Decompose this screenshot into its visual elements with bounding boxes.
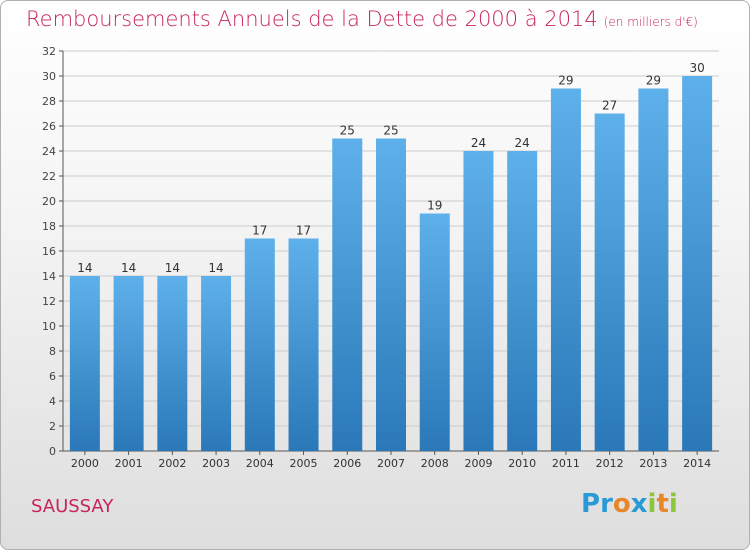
value-label: 24 (471, 136, 486, 150)
x-tick-label: 2004 (246, 457, 274, 470)
bar (201, 276, 232, 451)
bar (113, 276, 144, 451)
value-label: 14 (77, 261, 92, 275)
y-tick-label: 32 (42, 45, 56, 58)
logo-letter: x (630, 489, 648, 519)
bar (419, 213, 450, 451)
bar (157, 276, 188, 451)
value-label: 27 (602, 99, 617, 113)
bar (594, 113, 625, 451)
y-tick-label: 16 (42, 245, 56, 258)
bars (69, 76, 713, 451)
value-label: 14 (165, 261, 180, 275)
logo-letter: P (581, 489, 601, 519)
value-label: 14 (121, 261, 136, 275)
title-text: Remboursements Annuels de la Dette de 20… (26, 7, 598, 31)
value-labels: 14 14 14 14 17 17 25 25 19 24 24 29 27 29 30 (77, 61, 705, 275)
y-tick-label: 8 (49, 345, 56, 358)
x-tick-label: 2006 (333, 457, 361, 470)
proxiti-logo: Proxiti (581, 489, 678, 519)
x-tick-label: 2010 (508, 457, 536, 470)
value-label: 17 (252, 224, 267, 238)
bar (288, 238, 319, 451)
y-tick-label: 4 (49, 395, 56, 408)
logo-letter: r (600, 489, 613, 519)
value-label: 29 (558, 74, 573, 88)
x-tick-label: 2007 (377, 457, 405, 470)
value-label: 24 (515, 136, 530, 150)
x-tick-label: 2009 (464, 457, 492, 470)
value-label: 14 (208, 261, 223, 275)
x-tick-label: 2008 (421, 457, 449, 470)
x-tick-label: 2001 (115, 457, 143, 470)
y-tick-label: 30 (42, 70, 56, 83)
x-tick-label: 2000 (71, 457, 99, 470)
logo-letter: i (668, 489, 678, 519)
y-tick-label: 14 (42, 270, 56, 283)
value-label: 30 (689, 61, 704, 75)
y-tick-label: 28 (42, 95, 56, 108)
x-tick-label: 2011 (552, 457, 580, 470)
x-tick-label: 2012 (596, 457, 624, 470)
x-tick-label: 2003 (202, 457, 230, 470)
value-label: 29 (646, 74, 661, 88)
x-tick-label: 2014 (683, 457, 711, 470)
bar (638, 88, 669, 451)
y-tick-label: 22 (42, 170, 56, 183)
y-tick-label: 2 (49, 420, 56, 433)
x-tick-labels: 2000 2001 2002 2003 2004 2005 2006 2007 2008 2009… (71, 457, 711, 470)
bar (376, 138, 406, 451)
value-label: 25 (340, 124, 355, 138)
value-label: 19 (427, 199, 442, 213)
y-tick-label: 6 (49, 370, 56, 383)
bar (550, 88, 581, 451)
bar (507, 151, 538, 451)
x-tick-label: 2005 (290, 457, 318, 470)
bar (682, 76, 713, 451)
x-tick-label: 2002 (158, 457, 186, 470)
y-tick-label: 20 (42, 195, 56, 208)
y-tick-label: 24 (42, 145, 56, 158)
value-label: 25 (383, 124, 398, 138)
logo-letter: o (612, 489, 631, 519)
y-tick-label: 12 (42, 295, 56, 308)
y-tick-label: 10 (42, 320, 56, 333)
y-tick-label: 18 (42, 220, 56, 233)
chart-title: Remboursements Annuels de la Dette de 20… (26, 7, 698, 31)
x-tick-label: 2013 (639, 457, 667, 470)
logo-letter: i (647, 489, 657, 519)
value-label: 17 (296, 224, 311, 238)
bar (69, 276, 100, 451)
title-unit: (en milliers d'€) (603, 15, 698, 29)
y-tick-label: 0 (49, 445, 56, 458)
city-name: SAUSSAY (31, 496, 114, 517)
bar (332, 138, 363, 451)
logo-letter: t (656, 489, 669, 519)
bar (244, 238, 275, 451)
bar (463, 151, 494, 451)
y-tick-label: 26 (42, 120, 56, 133)
